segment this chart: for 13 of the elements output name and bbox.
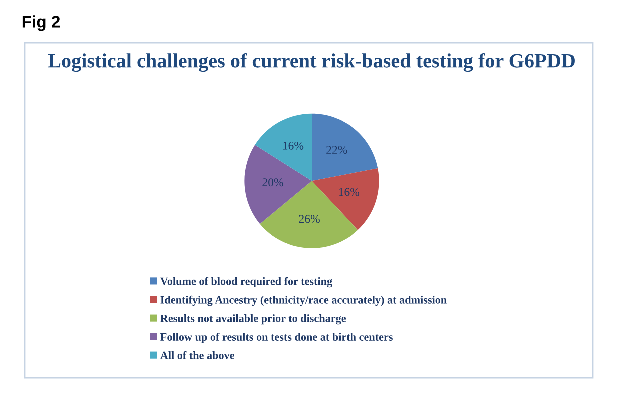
legend-label: Results not available prior to discharge xyxy=(160,314,346,325)
legend-label: Volume of blood required for testing xyxy=(160,277,332,288)
data-label: 20% xyxy=(262,178,284,187)
data-label: 16% xyxy=(339,188,360,196)
chart-title: Logistical challenges of current risk-based testing for G6PDD xyxy=(48,53,575,72)
legend-label: Identifying Ancestry (ethnicity/race accurately) at admission xyxy=(160,296,447,306)
pie-slice xyxy=(312,114,378,182)
data-label: 16% xyxy=(283,142,304,150)
data-label: 26% xyxy=(299,215,320,224)
caption: Fig 2 xyxy=(22,16,60,32)
legend-label: Follow up of results on tests done at birth centers xyxy=(160,333,393,344)
legend-label: All of the above xyxy=(160,351,234,360)
data-label: 22% xyxy=(326,146,348,154)
